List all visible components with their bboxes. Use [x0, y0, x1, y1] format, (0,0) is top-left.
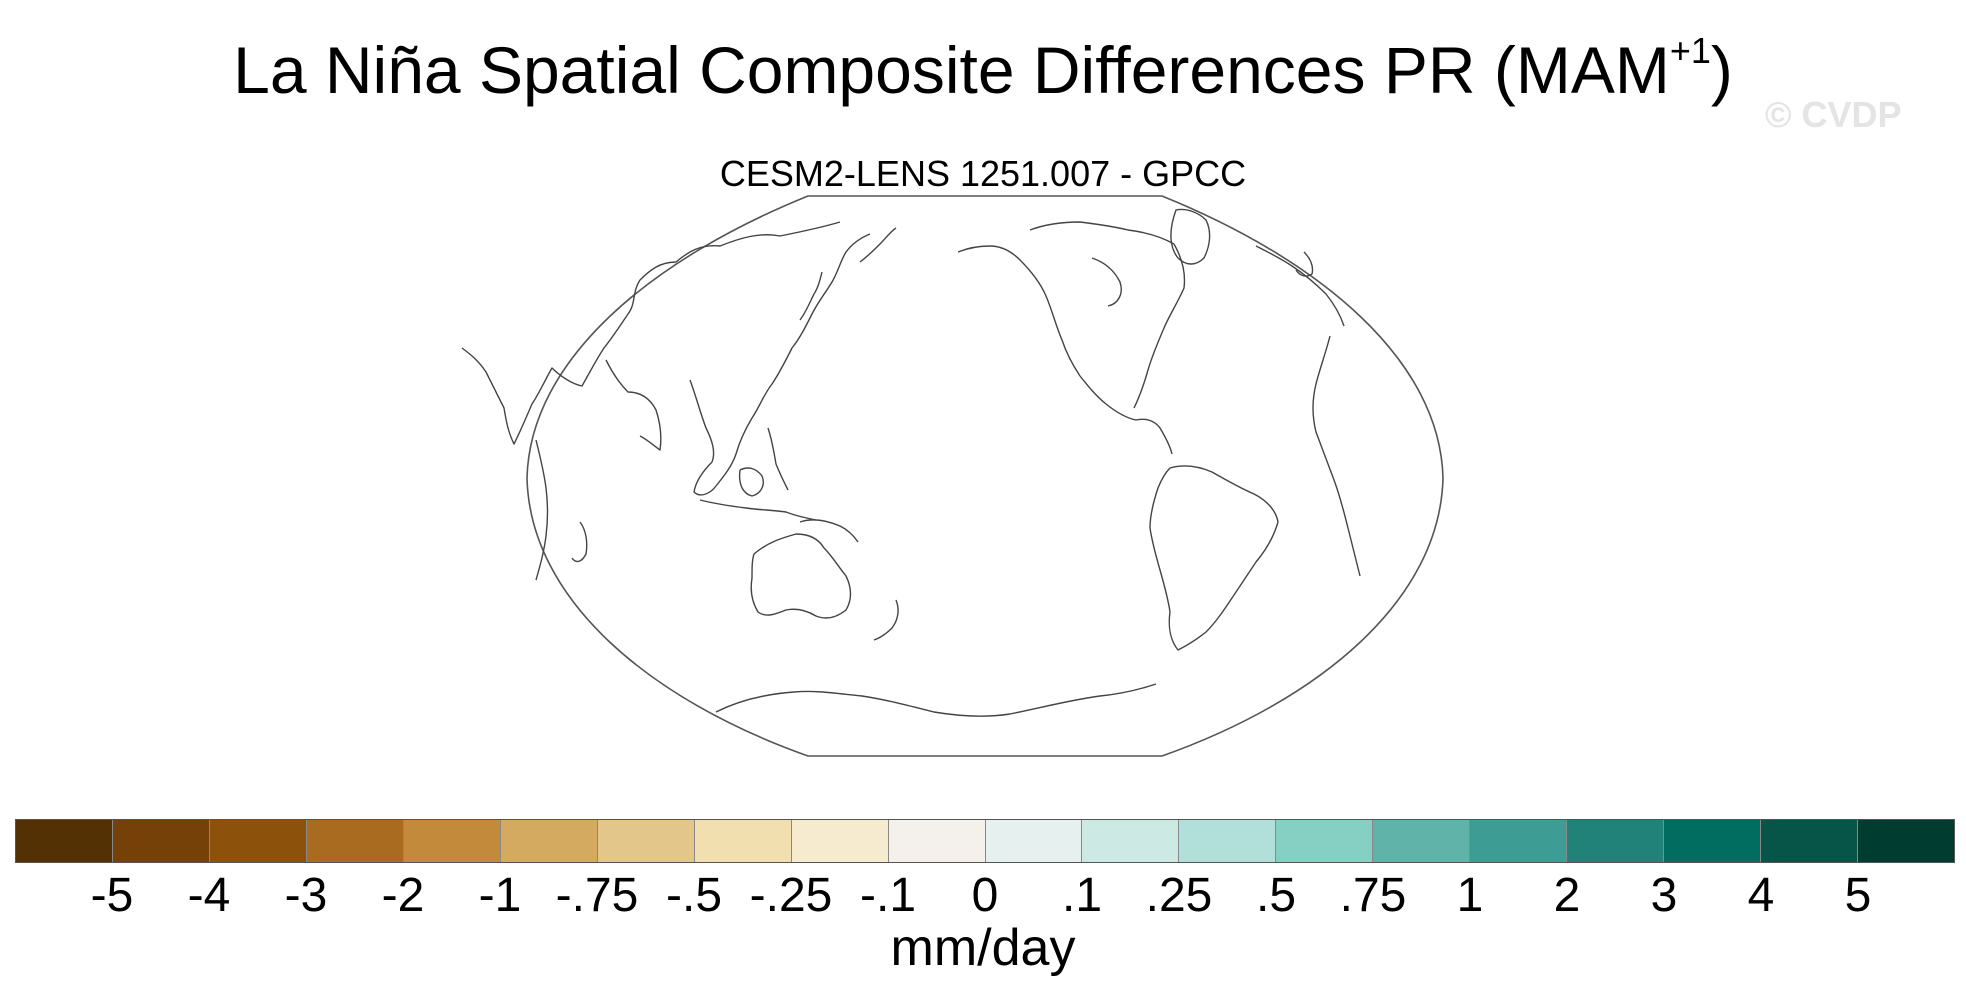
colorbar-tick-label: -3: [284, 869, 328, 922]
colorbar-swatch: [694, 820, 792, 862]
colorbar-swatch: [597, 820, 695, 862]
colorbar-swatch: [1470, 820, 1568, 862]
coastline-kamchatka: [859, 227, 897, 263]
colorbar-tick-label: -.25: [749, 869, 833, 922]
title-superscript: +1: [1669, 30, 1711, 71]
colorbar-tick-label: -5: [90, 869, 134, 922]
colorbar: [15, 819, 1955, 863]
coastline-africa-east-edge: [535, 439, 549, 581]
colorbar-swatch: [1276, 820, 1374, 862]
colorbar-swatch: [112, 820, 210, 862]
colorbar-tick-label: 1: [1456, 869, 1484, 922]
colorbar-swatch: [1664, 820, 1762, 862]
colorbar-swatch: [1373, 820, 1471, 862]
colorbar-swatch: [985, 820, 1083, 862]
coastline-indonesia: [699, 499, 817, 521]
colorbar-tick-label: -.5: [665, 869, 723, 922]
coastline-us-east: [1133, 243, 1186, 409]
colorbar-tick-label: 3: [1650, 869, 1678, 922]
coastline-madagascar: [571, 521, 588, 563]
colorbar-swatch: [1179, 820, 1277, 862]
colorbar-tick-label: 4: [1747, 869, 1775, 922]
colorbar-tick-label: .1: [1061, 869, 1103, 922]
title-text: La Niña Spatial Composite Differences PR…: [233, 33, 1670, 107]
colorbar-tick-label: .5: [1255, 869, 1297, 922]
colorbar-tick-label: .25: [1145, 869, 1213, 922]
colorbar-tick-label: 2: [1553, 869, 1581, 922]
coastline-australia: [750, 533, 852, 619]
colorbar-units: mm/day: [890, 919, 1076, 977]
coastline-philippines: [767, 427, 789, 491]
colorbar-tick-label: -.75: [555, 869, 639, 922]
colorbar-swatch: [16, 820, 113, 862]
colorbar-tick-label: 0: [971, 869, 999, 922]
colorbar-tick-label: -.1: [859, 869, 917, 922]
colorbar-swatch: [1858, 820, 1955, 862]
coastline-japan: [799, 271, 823, 321]
coastline-new-guinea: [799, 519, 859, 543]
colorbar-swatch: [403, 820, 501, 862]
coastline-alaska: [957, 245, 1107, 405]
colorbar-swatch: [1567, 820, 1665, 862]
colorbar-swatch: [791, 820, 889, 862]
coastline-antarctica: [715, 683, 1157, 717]
map-subtitle: CESM2-LENS 1251.007 - GPCC: [719, 153, 1247, 194]
map-boundary: [526, 195, 1444, 757]
chart-title: La Niña Spatial Composite Differences PR…: [0, 30, 1966, 110]
colorbar-swatch: [1761, 820, 1859, 862]
coastline-canada-arctic: [1029, 221, 1175, 245]
coastline-hudson-bay: [1091, 257, 1122, 307]
colorbar-swatch: [888, 820, 986, 862]
colorbar-swatch: [1082, 820, 1180, 862]
coastline-britain: [1295, 251, 1314, 277]
title-close-paren: ): [1710, 33, 1733, 107]
colorbar-tick-label: 5: [1844, 869, 1872, 922]
colorbar-tick-label: .75: [1339, 869, 1407, 922]
coastline-new-zealand: [873, 599, 899, 641]
coastline-east-asia: [751, 233, 871, 419]
colorbar-swatch: [306, 820, 404, 862]
cvdp-watermark: © CVDP: [1765, 94, 1902, 135]
colorbar-tick-label: -2: [381, 869, 425, 922]
coastline-eurasia: [461, 221, 841, 445]
coastline-africa-west: [1312, 335, 1361, 577]
coastline-india: [605, 359, 662, 451]
colorbar-tick-label: -1: [478, 869, 522, 922]
coastline-southeast-asia: [689, 379, 753, 496]
coastline-borneo: [738, 467, 764, 497]
colorbar-swatch: [209, 820, 307, 862]
colorbar-swatch: [500, 820, 598, 862]
coastline-greenland: [1170, 208, 1211, 265]
coastline-gulf-mexico: [1105, 403, 1173, 455]
coastline-south-america: [1149, 465, 1279, 651]
colorbar-tick-label: -4: [187, 869, 231, 922]
coastline-europe-east: [1255, 245, 1345, 327]
